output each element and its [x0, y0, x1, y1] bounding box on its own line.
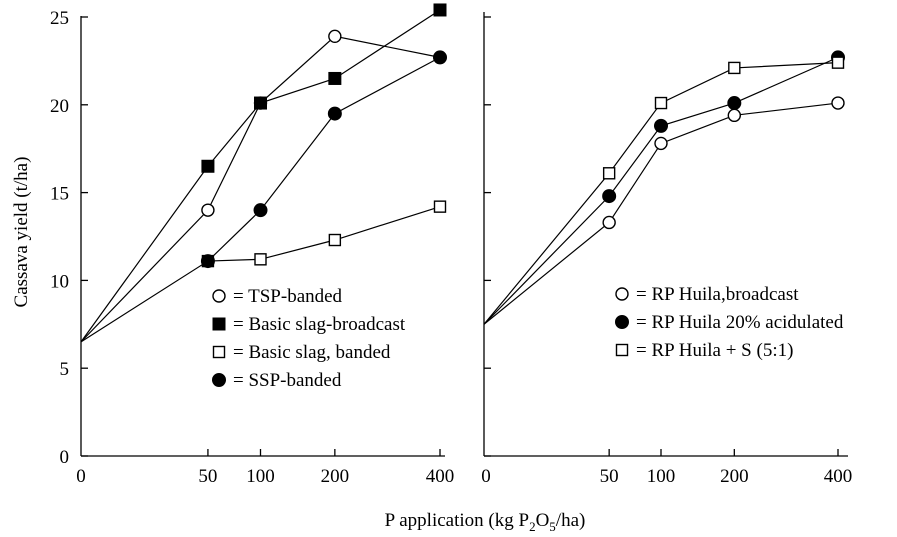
- filled-circle-marker: [615, 315, 629, 329]
- open-circle-marker: [654, 136, 668, 151]
- right-panel: 0 50 100 200 400= RP Huila,broadcast= RP Hui…: [481, 12, 852, 487]
- legend-item: = TSP-banded: [212, 286, 343, 307]
- y-tick-label: 25: [50, 8, 69, 29]
- x-tick-label: 200: [321, 466, 350, 487]
- series-basic-slag-banded: [201, 200, 447, 268]
- filled-circle-marker: [200, 254, 215, 269]
- y-tick-label: 10: [50, 271, 69, 292]
- x-tick-label: 400: [824, 466, 853, 487]
- x-tick-label: 400: [426, 466, 455, 487]
- open-square-marker: [654, 96, 668, 110]
- legend-label: = SSP-banded: [233, 370, 342, 391]
- filled-circle-marker: [212, 373, 226, 387]
- legend-label: = RP Huila + S (5:1): [636, 340, 793, 361]
- x-tick-label: 100: [647, 466, 676, 487]
- filled-square-marker: [254, 96, 267, 110]
- open-square-marker: [728, 61, 741, 75]
- series-basic-slag-broadcast: [80, 3, 447, 343]
- legend-item: = Basic slag, banded: [212, 342, 391, 363]
- filled-circle-marker: [602, 189, 617, 204]
- filled-circle-marker: [433, 50, 447, 65]
- filled-square-marker: [328, 71, 342, 85]
- x-axis-title: P application (kg P2O5/ha): [385, 510, 586, 534]
- filled-square-marker: [433, 3, 447, 17]
- open-circle-marker: [831, 96, 845, 110]
- x-tick-label: 0: [481, 466, 491, 487]
- y-tick-label: 20: [50, 96, 69, 117]
- x-tick-label: 100: [246, 466, 275, 487]
- x-tick-label: 0: [76, 466, 86, 487]
- series-rp-huila-s-5-1-: [483, 56, 845, 325]
- y-axis-title: Cassava yield (t/ha): [11, 157, 32, 308]
- legend-item: = RP Huila,broadcast: [615, 284, 799, 305]
- open-circle-marker: [615, 287, 629, 301]
- filled-circle-marker: [327, 106, 342, 121]
- left-panel: 0 5 10 15 20 25 0 50 100 200 400 = TSP-banded = Basi…: [50, 3, 455, 487]
- open-square-marker: [433, 200, 447, 213]
- legend-item: = SSP-banded: [212, 370, 342, 391]
- filled-square-marker: [212, 317, 226, 331]
- series-rp-huila-broadcast: [483, 96, 845, 325]
- open-square-marker: [212, 345, 226, 359]
- legend: = TSP-banded = Basic slag-broadcast = Basi…: [212, 286, 406, 391]
- filled-circle-marker: [253, 203, 268, 218]
- filled-circle-marker: [727, 96, 742, 111]
- open-circle-marker: [212, 289, 226, 303]
- open-square-marker: [615, 343, 629, 357]
- open-circle-marker: [602, 215, 616, 230]
- legend-label: = Basic slag-broadcast: [233, 314, 406, 335]
- legend-item: = RP Huila + S (5:1): [615, 340, 793, 361]
- legend-label: = RP Huila,broadcast: [636, 284, 799, 305]
- x-tick-label: 50: [600, 466, 619, 487]
- open-circle-marker: [328, 29, 342, 44]
- x-tick-label: 200: [720, 466, 749, 487]
- open-square-marker: [602, 167, 616, 180]
- legend-label: = TSP-banded: [233, 286, 343, 307]
- open-square-marker: [831, 56, 845, 69]
- legend-label: = RP Huila 20% acidulated: [636, 312, 844, 333]
- y-tick-label: 0: [60, 447, 70, 468]
- open-square-marker: [254, 253, 267, 266]
- series-line: [207, 206, 441, 262]
- filled-square-marker: [201, 159, 215, 173]
- y-tick-label: 15: [50, 184, 69, 205]
- open-circle-marker: [201, 203, 215, 217]
- y-tick-label: 5: [60, 359, 70, 380]
- open-square-marker: [328, 233, 342, 247]
- x-tick-label: 50: [198, 466, 217, 487]
- legend-item: = RP Huila 20% acidulated: [615, 312, 844, 333]
- series-ssp-banded: [80, 50, 447, 343]
- open-circle-marker: [727, 108, 742, 123]
- legend-item: = Basic slag-broadcast: [212, 314, 406, 335]
- legend: = RP Huila,broadcast = RP Huila 20% acidu…: [615, 284, 844, 361]
- filled-circle-marker: [654, 118, 668, 133]
- legend-label: = Basic slag, banded: [233, 342, 391, 363]
